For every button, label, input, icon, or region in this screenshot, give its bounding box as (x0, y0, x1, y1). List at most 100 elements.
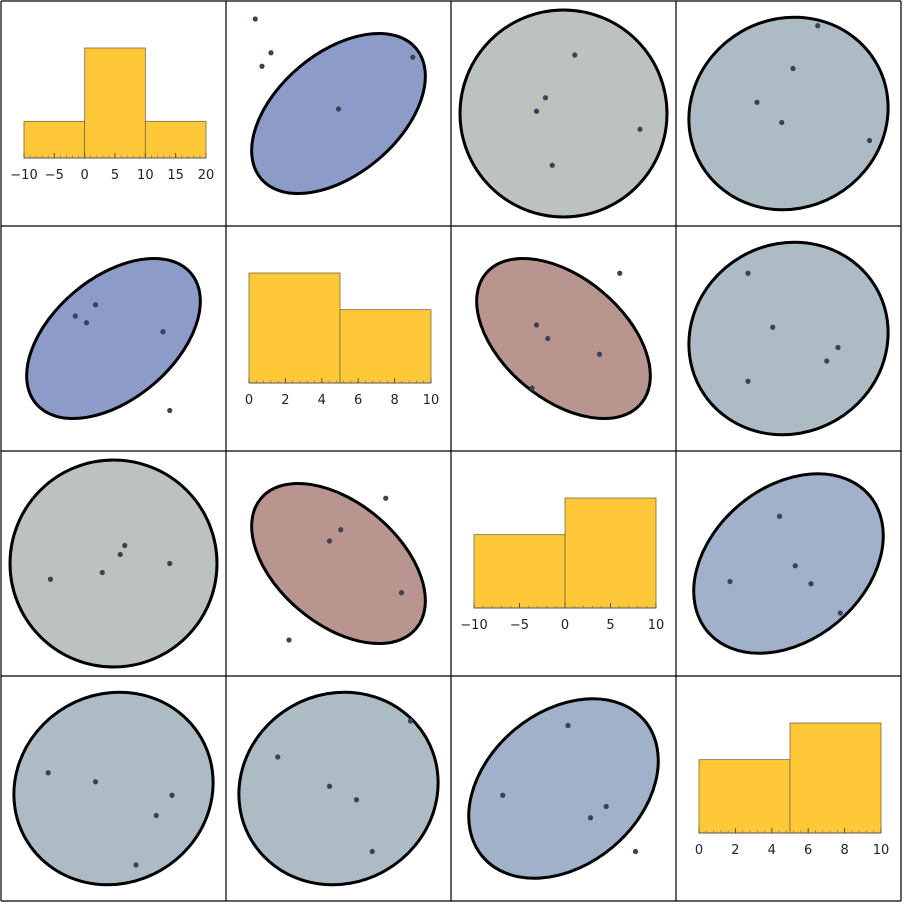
histogram-bar (248, 272, 341, 384)
tick-label: 0 (245, 393, 253, 408)
data-point (835, 344, 841, 351)
data-point (549, 162, 555, 168)
histogram-1: 0 2 4 6 8 10 (245, 272, 440, 408)
data-point (45, 770, 51, 776)
data-point (632, 848, 639, 855)
data-point (259, 63, 265, 69)
confidence-ellipse (237, 690, 440, 887)
data-point (565, 722, 571, 729)
data-point (117, 551, 123, 558)
data-point (596, 351, 603, 357)
scatter-cell-r0-c1 (250, 16, 427, 196)
tick-label: 5 (111, 168, 119, 183)
data-point (617, 270, 623, 276)
data-point (572, 52, 578, 58)
scatter-cell-r1-c2 (475, 256, 652, 421)
histogram-2: −10 −5 0 5 10 (460, 497, 665, 633)
data-point (637, 126, 643, 132)
scatter-cell-r2-c3 (692, 472, 885, 655)
tick-label: 10 (648, 618, 665, 633)
confidence-ellipse (250, 481, 427, 646)
tick-label: 10 (137, 168, 154, 183)
tick-label: 8 (390, 393, 398, 408)
data-point (603, 803, 609, 810)
data-point (542, 95, 549, 101)
tick-label: 5 (606, 618, 614, 633)
data-point (72, 313, 78, 319)
data-point (533, 108, 540, 114)
data-point (338, 527, 344, 533)
data-point (335, 106, 342, 112)
scatter-cell-r2-c0 (8, 458, 219, 669)
data-point (500, 792, 506, 798)
data-point (153, 812, 159, 819)
tick-label: 8 (840, 843, 848, 858)
data-point (754, 99, 760, 105)
histogram-0: −10 −5 0 5 10 15 20 (10, 47, 214, 183)
data-point (776, 513, 783, 519)
histogram-bar (564, 497, 657, 609)
data-point (99, 569, 105, 576)
confidence-ellipse (687, 15, 890, 212)
confidence-ellipse (475, 256, 652, 421)
tick-label: −10 (460, 618, 487, 633)
confidence-ellipse (12, 690, 215, 887)
data-point (398, 590, 405, 596)
data-point (545, 335, 551, 342)
data-point (167, 407, 173, 414)
tick-label: 2 (731, 843, 739, 858)
data-point (410, 54, 416, 60)
tick-label: 4 (768, 843, 776, 858)
data-point (275, 754, 281, 760)
data-point (824, 358, 830, 364)
tick-label: 4 (318, 393, 326, 408)
histogram-bar (698, 759, 791, 834)
histogram-bar (473, 534, 566, 609)
data-point (808, 581, 814, 587)
tick-label: 0 (695, 843, 703, 858)
data-point (369, 848, 375, 855)
data-point (92, 779, 99, 785)
scatter-cell-r1-c3 (687, 240, 890, 437)
histogram-bar (339, 309, 432, 384)
confidence-ellipse (250, 31, 427, 196)
data-point (167, 560, 173, 567)
tick-label: −5 (510, 618, 529, 633)
scatter-cell-r3-c1 (237, 690, 440, 887)
tick-label: 0 (81, 168, 89, 183)
data-point (533, 322, 540, 328)
data-point (779, 119, 785, 126)
tick-label: 10 (423, 393, 440, 408)
data-point (47, 576, 54, 582)
data-point (83, 320, 90, 326)
tick-label: 6 (804, 843, 812, 858)
data-point (169, 792, 175, 798)
data-point (286, 637, 292, 643)
data-point (745, 270, 751, 276)
scatter-cell-r3-c0 (12, 690, 215, 887)
confidence-ellipse (25, 256, 202, 421)
histogram-bar (789, 722, 882, 834)
histogram-bar (84, 47, 146, 159)
data-point (837, 610, 843, 616)
data-point (252, 16, 258, 22)
histogram-bar (23, 120, 86, 159)
data-point (133, 862, 139, 868)
data-point (122, 542, 128, 549)
data-point (587, 815, 594, 821)
confidence-ellipse (687, 240, 890, 437)
data-point (383, 495, 389, 501)
scatter-cell-r3-c2 (467, 697, 660, 880)
data-point (407, 718, 414, 724)
data-point (745, 378, 751, 384)
tick-label: 10 (873, 843, 890, 858)
data-point (866, 137, 873, 144)
confidence-ellipse (458, 8, 669, 219)
confidence-ellipse (692, 472, 885, 655)
histogram-3: 0 2 4 6 8 10 (695, 722, 890, 858)
confidence-ellipse (467, 697, 660, 880)
tick-label: 2 (281, 393, 289, 408)
data-point (353, 797, 360, 803)
